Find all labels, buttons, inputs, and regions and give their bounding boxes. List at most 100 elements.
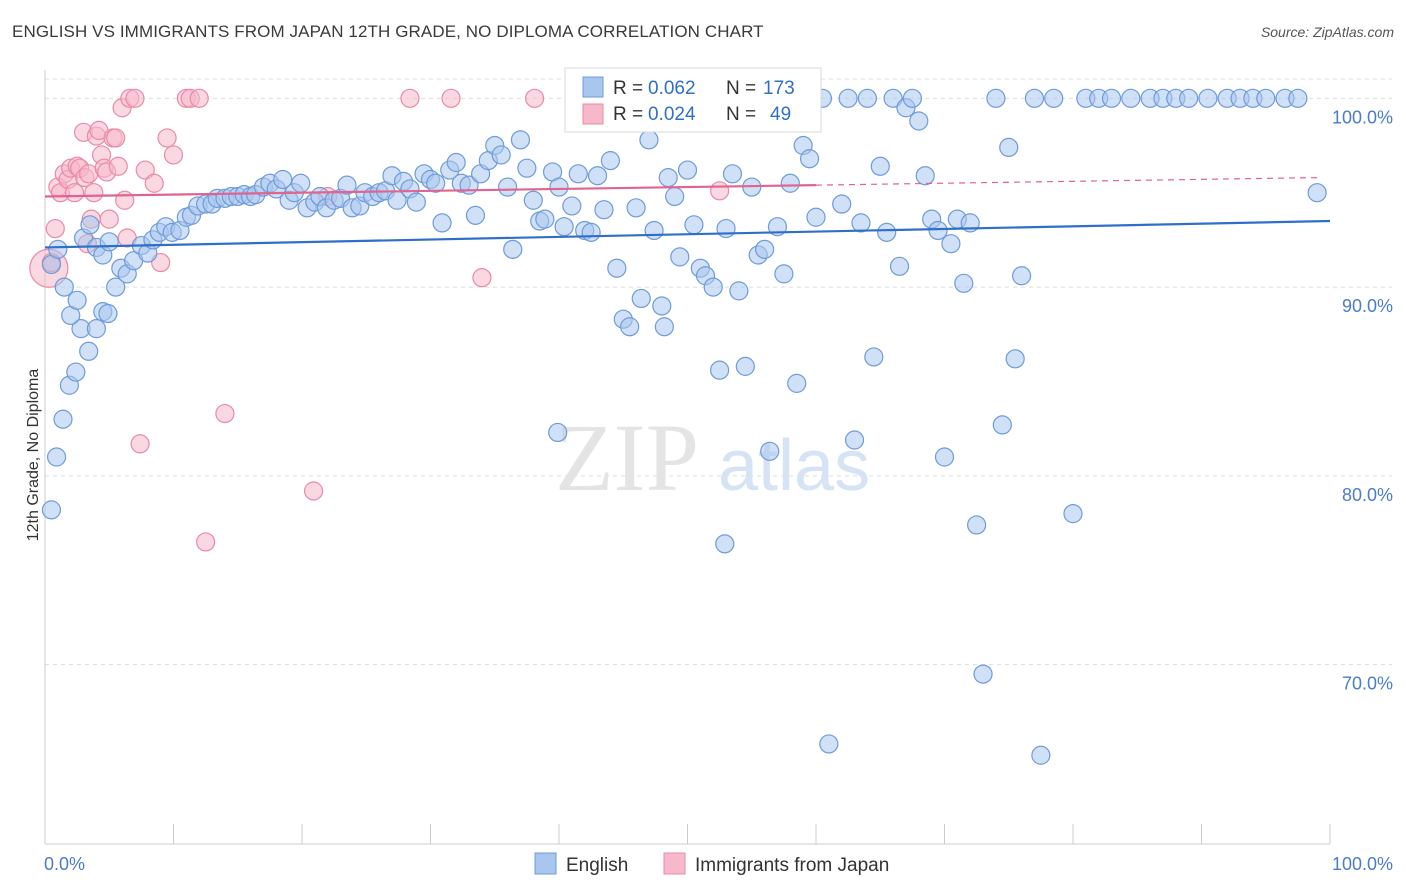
english-point bbox=[549, 177, 569, 197]
english-point bbox=[523, 190, 543, 210]
english-trendline bbox=[44, 219, 1331, 249]
legend-box bbox=[564, 67, 822, 133]
english-point bbox=[1198, 88, 1218, 108]
english-point bbox=[548, 422, 568, 443]
english-point bbox=[754, 239, 775, 259]
english-point bbox=[973, 664, 993, 684]
english-point bbox=[106, 277, 126, 297]
english-point bbox=[954, 273, 974, 293]
english-point bbox=[535, 209, 555, 229]
english-point bbox=[902, 88, 922, 108]
english-point bbox=[1288, 88, 1308, 108]
english-point bbox=[967, 515, 987, 535]
english-point bbox=[644, 220, 664, 241]
english-point bbox=[465, 205, 486, 225]
english-point bbox=[844, 430, 865, 450]
english-point bbox=[806, 207, 826, 227]
english-point bbox=[1031, 745, 1051, 765]
english-point bbox=[928, 220, 948, 241]
english-point bbox=[631, 288, 651, 309]
english-point bbox=[568, 164, 588, 184]
english-point bbox=[587, 166, 608, 186]
english-point bbox=[986, 88, 1006, 108]
english-point bbox=[554, 217, 574, 237]
japan-point bbox=[303, 481, 324, 501]
english-point bbox=[41, 500, 62, 520]
english-point bbox=[67, 290, 87, 310]
japan-trendline-extension bbox=[815, 177, 1318, 186]
legend-english-r-value: 0.062 bbox=[648, 78, 696, 99]
english-point bbox=[677, 160, 698, 180]
bottom-legend-english-swatch bbox=[534, 852, 557, 875]
japan-point bbox=[64, 183, 85, 203]
english-point bbox=[1044, 88, 1064, 108]
japan-point bbox=[710, 181, 730, 201]
english-point bbox=[46, 447, 67, 467]
english-point bbox=[291, 173, 311, 193]
english-point bbox=[626, 198, 646, 218]
english-point bbox=[426, 173, 446, 193]
legend-japan-n-label: N = bbox=[726, 104, 756, 125]
english-point bbox=[562, 196, 582, 216]
english-point bbox=[889, 256, 910, 276]
english-point bbox=[857, 88, 878, 108]
english-point bbox=[716, 218, 736, 239]
english-point bbox=[80, 215, 100, 235]
english-point bbox=[799, 149, 820, 169]
english-point bbox=[909, 111, 929, 131]
english-point bbox=[915, 166, 935, 186]
english-point bbox=[992, 415, 1012, 435]
japan-point bbox=[163, 145, 184, 165]
english-point bbox=[48, 239, 68, 259]
legend-japan-n-value: 49 bbox=[770, 104, 791, 125]
english-point bbox=[1256, 88, 1276, 108]
y-axis-label: 12th Grade, No Diploma bbox=[25, 369, 42, 542]
english-point bbox=[665, 186, 685, 207]
japan-point bbox=[125, 88, 145, 108]
source-credit: Source: ZipAtlas.com bbox=[1260, 24, 1394, 40]
japan-point bbox=[144, 173, 164, 193]
english-point bbox=[273, 169, 293, 190]
english-point bbox=[670, 247, 690, 267]
english-point bbox=[684, 215, 704, 235]
japan-point bbox=[115, 190, 135, 210]
english-point bbox=[832, 194, 852, 214]
watermark: ZIP atlas bbox=[555, 404, 870, 511]
chart-title: ENGLISH VS IMMIGRANTS FROM JAPAN 12TH GR… bbox=[12, 22, 764, 41]
english-point bbox=[406, 192, 426, 212]
legend-japan-swatch bbox=[582, 103, 604, 125]
english-point bbox=[1307, 183, 1327, 203]
english-point bbox=[600, 151, 621, 171]
english-point bbox=[1179, 88, 1199, 108]
english-point bbox=[715, 534, 735, 554]
japan-point bbox=[441, 88, 461, 108]
english-point bbox=[432, 213, 452, 233]
english-point bbox=[98, 303, 118, 324]
english-point bbox=[870, 156, 890, 176]
english-point bbox=[607, 258, 627, 278]
legend-japan-r-label: R = bbox=[613, 104, 643, 125]
english-point bbox=[703, 277, 723, 297]
english-point bbox=[941, 234, 961, 254]
japan-point bbox=[99, 209, 119, 229]
english-point bbox=[654, 317, 674, 337]
japan-point bbox=[135, 160, 155, 180]
english-point bbox=[760, 441, 780, 461]
legend: R = 0.062 N = 173 R = 0.024 N = 49 bbox=[564, 67, 822, 133]
english-point bbox=[780, 173, 800, 193]
japan-point bbox=[524, 88, 545, 108]
english-point bbox=[735, 356, 755, 376]
legend-english-swatch bbox=[582, 76, 604, 98]
english-point bbox=[53, 409, 73, 429]
english-point bbox=[491, 145, 511, 165]
english-point bbox=[503, 239, 523, 259]
english-point bbox=[99, 232, 119, 252]
bottom-legend-english-label: English bbox=[566, 855, 628, 876]
english-point bbox=[639, 130, 659, 150]
bottom-legend-japan-label: Immigrants from Japan bbox=[695, 855, 889, 876]
english-point bbox=[1101, 88, 1122, 108]
english-point bbox=[729, 281, 749, 301]
x-tick-label: 0.0% bbox=[44, 854, 85, 874]
legend-english-n-value: 173 bbox=[763, 78, 795, 99]
